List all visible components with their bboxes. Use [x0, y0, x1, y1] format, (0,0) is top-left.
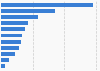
- Bar: [1, 21, 28, 25]
- Bar: [1, 3, 93, 7]
- Bar: [1, 27, 25, 31]
- Bar: [1, 34, 22, 37]
- Bar: [1, 58, 9, 62]
- Bar: [1, 40, 21, 44]
- Bar: [1, 46, 19, 50]
- Bar: [1, 15, 38, 19]
- Bar: [1, 64, 5, 68]
- Bar: [1, 52, 15, 56]
- Bar: [1, 9, 55, 13]
